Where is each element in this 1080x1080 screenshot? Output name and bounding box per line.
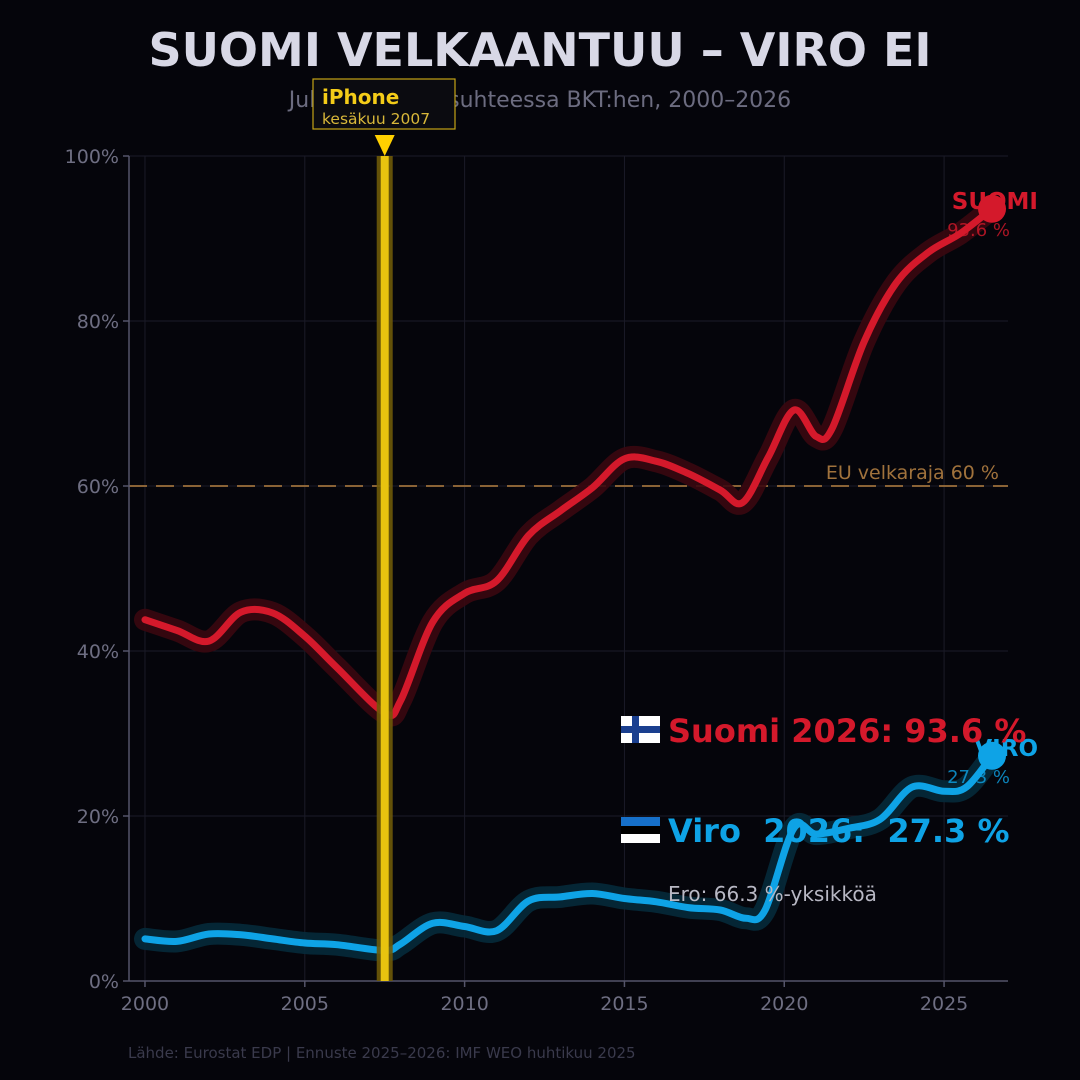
event-label: iPhone bbox=[322, 85, 399, 109]
summary-difference: Ero: 66.3 %-yksikköä bbox=[668, 882, 877, 906]
x-tick-label: 2025 bbox=[920, 993, 968, 1015]
series-group bbox=[134, 197, 1003, 962]
y-tick-label: 40% bbox=[77, 641, 119, 663]
event-marker-triangle bbox=[374, 135, 395, 156]
x-tick-label: 2020 bbox=[760, 993, 808, 1015]
y-tick-label: 80% bbox=[77, 311, 119, 333]
end-point-suomi bbox=[978, 194, 1007, 223]
series-line-suomi bbox=[141, 205, 996, 719]
x-tick-label: 2015 bbox=[600, 993, 648, 1015]
x-tick-label: 2010 bbox=[440, 993, 488, 1015]
axes: 0% 20% 40% 60% 80% 100% 2000 2005 2010 2015 2020 20… bbox=[65, 146, 1008, 1015]
event-sublabel: kesäkuu 2007 bbox=[322, 110, 430, 128]
series-line-viro bbox=[141, 752, 996, 955]
end-label-value-viro: 27.3 % bbox=[947, 767, 1010, 788]
reference-line-label: EU velkaraja 60 % bbox=[826, 462, 999, 484]
summary-suomi: Suomi 2026: 93.6 % bbox=[668, 712, 1026, 750]
end-label-value-suomi: 93.6 % bbox=[947, 220, 1010, 241]
chart-title: SUOMI VELKAANTUU – VIRO EI bbox=[148, 23, 931, 77]
y-tick-label: 20% bbox=[77, 806, 119, 828]
source-note: Lähde: Eurostat EDP | Ennuste 2025–2026:… bbox=[128, 1044, 636, 1062]
reference-line-group: EU velkaraja 60 % bbox=[129, 462, 1008, 487]
end-point-viro bbox=[978, 741, 1007, 770]
y-tick-label: 0% bbox=[89, 971, 119, 993]
x-tick-label: 2000 bbox=[121, 993, 169, 1015]
summary-box: Suomi 2026: 93.6 % Viro 2026: 27.3 % Ero… bbox=[621, 712, 1026, 906]
summary-viro: Viro 2026: 27.3 % bbox=[668, 812, 1010, 850]
y-tick-label: 60% bbox=[77, 476, 119, 498]
y-tick-label: 100% bbox=[65, 146, 119, 168]
estonia-flag-icon bbox=[621, 817, 660, 843]
series-glow-viro bbox=[134, 744, 1003, 962]
finland-flag-icon bbox=[621, 716, 660, 743]
grid bbox=[129, 155, 1008, 982]
event-label-box bbox=[312, 78, 456, 130]
x-tick-label: 2005 bbox=[281, 993, 329, 1015]
